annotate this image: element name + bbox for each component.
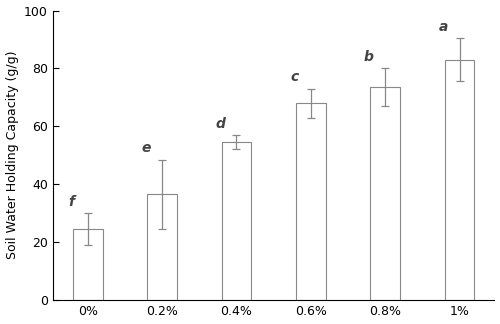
Text: f: f: [68, 195, 74, 209]
Y-axis label: Soil Water Holding Capacity (g/g): Soil Water Holding Capacity (g/g): [6, 51, 18, 260]
Text: d: d: [215, 117, 225, 131]
Bar: [370, 87, 400, 300]
Text: e: e: [141, 141, 150, 155]
Text: a: a: [438, 20, 448, 34]
Text: b: b: [364, 50, 374, 64]
Bar: [444, 60, 474, 300]
Bar: [148, 194, 177, 300]
Bar: [222, 142, 252, 300]
Bar: [296, 103, 326, 300]
Text: c: c: [290, 70, 298, 84]
Bar: [73, 229, 102, 300]
